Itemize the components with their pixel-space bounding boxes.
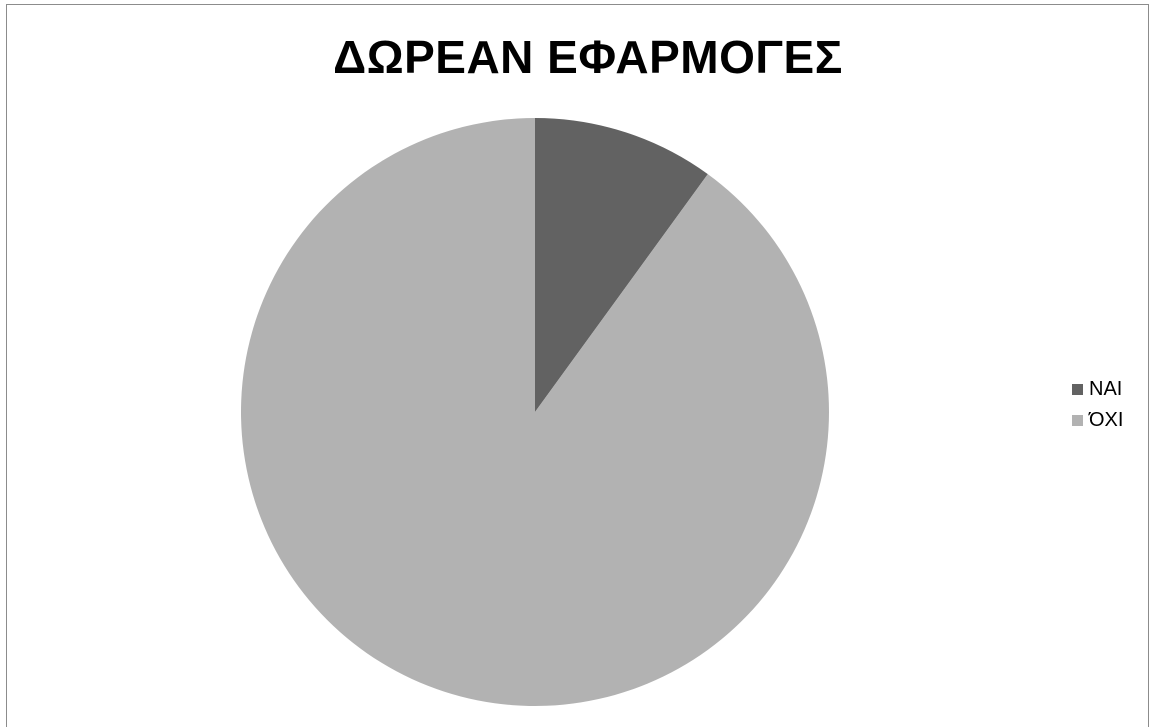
legend-item-nai: ΝΑΙ	[1072, 377, 1123, 401]
pie-slices	[240, 118, 829, 706]
pie-slice-nai	[535, 118, 708, 412]
legend: ΝΑΙ ΌΧΙ	[1072, 377, 1123, 439]
chart-title: ΔΩΡΕΑΝ ΕΦΑΡΜΟΓΕΣ	[333, 31, 843, 83]
legend-swatch-oxi	[1072, 414, 1083, 426]
legend-swatch-nai	[1072, 383, 1083, 395]
legend-label-nai: ΝΑΙ	[1089, 377, 1123, 400]
legend-item-oxi: ΌΧΙ	[1072, 408, 1123, 432]
legend-label-oxi: ΌΧΙ	[1089, 408, 1124, 431]
pie-slice-oxi	[240, 118, 829, 706]
